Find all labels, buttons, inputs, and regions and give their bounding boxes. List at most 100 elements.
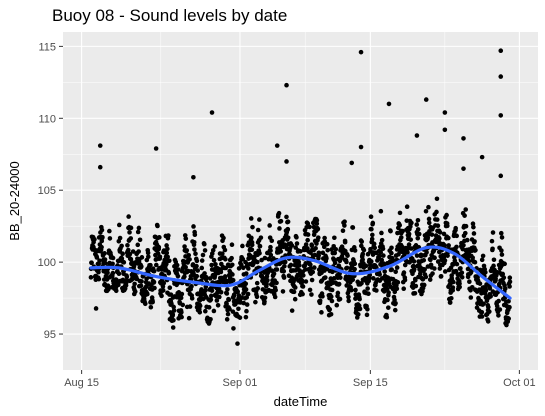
data-point bbox=[463, 207, 469, 212]
outlier-point bbox=[498, 74, 504, 79]
data-point bbox=[344, 259, 349, 265]
data-point bbox=[164, 250, 170, 256]
data-point bbox=[332, 250, 338, 256]
data-point bbox=[452, 255, 457, 260]
data-point bbox=[367, 272, 373, 278]
data-point bbox=[459, 274, 465, 280]
outlier-point bbox=[414, 133, 420, 138]
data-point bbox=[370, 220, 376, 226]
data-point bbox=[182, 244, 187, 249]
data-point bbox=[255, 286, 261, 291]
data-point bbox=[479, 257, 485, 263]
data-point bbox=[491, 263, 496, 269]
data-point bbox=[136, 225, 142, 231]
data-point bbox=[110, 255, 116, 261]
data-point bbox=[124, 274, 130, 280]
x-tick-label: Oct 01 bbox=[503, 377, 535, 389]
data-point bbox=[342, 239, 348, 245]
data-point bbox=[284, 214, 289, 220]
data-point bbox=[370, 232, 375, 238]
outlier-point bbox=[358, 144, 364, 150]
data-point bbox=[398, 235, 404, 240]
data-point bbox=[236, 306, 241, 312]
data-point bbox=[139, 255, 145, 260]
data-point bbox=[371, 276, 376, 281]
data-point bbox=[432, 255, 437, 261]
data-point bbox=[409, 220, 414, 226]
data-point bbox=[240, 256, 246, 262]
data-point bbox=[166, 233, 171, 238]
data-point bbox=[193, 251, 198, 257]
plot-panel bbox=[63, 32, 538, 370]
data-point bbox=[323, 275, 328, 280]
data-point bbox=[187, 304, 193, 309]
data-point bbox=[174, 262, 180, 268]
data-point bbox=[332, 260, 338, 266]
data-point bbox=[99, 244, 104, 250]
data-points bbox=[88, 48, 513, 346]
data-point bbox=[305, 221, 311, 226]
data-point bbox=[457, 284, 462, 290]
outlier-point bbox=[153, 146, 159, 151]
data-point bbox=[135, 229, 141, 235]
data-point bbox=[381, 253, 386, 258]
data-point bbox=[208, 297, 214, 302]
data-point bbox=[446, 235, 451, 241]
data-point bbox=[215, 303, 221, 308]
data-point bbox=[200, 252, 206, 258]
data-point bbox=[322, 235, 327, 241]
data-point bbox=[132, 289, 138, 294]
data-point bbox=[227, 306, 232, 312]
data-point bbox=[276, 210, 282, 216]
data-point bbox=[278, 249, 284, 254]
data-point bbox=[254, 294, 260, 300]
data-point bbox=[250, 224, 255, 230]
data-point bbox=[206, 305, 212, 310]
data-point bbox=[408, 246, 414, 251]
outlier-point bbox=[284, 82, 289, 88]
data-point bbox=[364, 312, 370, 318]
data-point bbox=[183, 264, 188, 270]
data-point bbox=[278, 218, 284, 224]
data-point bbox=[413, 283, 419, 289]
data-point bbox=[178, 295, 184, 301]
data-point bbox=[268, 244, 273, 250]
y-tick-label: 105 bbox=[38, 185, 56, 197]
data-point bbox=[257, 243, 263, 249]
data-point bbox=[417, 271, 423, 277]
data-point bbox=[498, 230, 504, 236]
data-point bbox=[507, 304, 512, 310]
data-point bbox=[235, 289, 241, 295]
data-point bbox=[325, 247, 330, 253]
data-point bbox=[426, 220, 432, 226]
data-point bbox=[410, 281, 416, 286]
data-point bbox=[102, 251, 107, 256]
data-point bbox=[438, 273, 444, 279]
data-point bbox=[262, 295, 268, 301]
data-point bbox=[130, 249, 136, 254]
data-point bbox=[434, 217, 440, 222]
data-point bbox=[446, 243, 451, 248]
data-point bbox=[253, 299, 258, 305]
data-point bbox=[277, 226, 282, 231]
data-point bbox=[145, 250, 151, 256]
data-point bbox=[243, 314, 249, 320]
data-point bbox=[92, 237, 97, 242]
data-point bbox=[272, 294, 278, 300]
data-point bbox=[462, 230, 468, 236]
data-point bbox=[397, 210, 403, 216]
data-point bbox=[307, 224, 312, 230]
y-axis-label: BB_20-24000 bbox=[7, 161, 22, 241]
data-point bbox=[285, 219, 291, 224]
data-point bbox=[485, 319, 491, 324]
data-point bbox=[100, 234, 105, 240]
data-point bbox=[303, 242, 309, 247]
data-point bbox=[385, 297, 390, 303]
data-point bbox=[315, 235, 321, 240]
data-point bbox=[313, 246, 318, 251]
data-point bbox=[179, 309, 184, 315]
data-point bbox=[257, 217, 262, 222]
data-point bbox=[487, 286, 493, 291]
data-point bbox=[102, 260, 108, 266]
